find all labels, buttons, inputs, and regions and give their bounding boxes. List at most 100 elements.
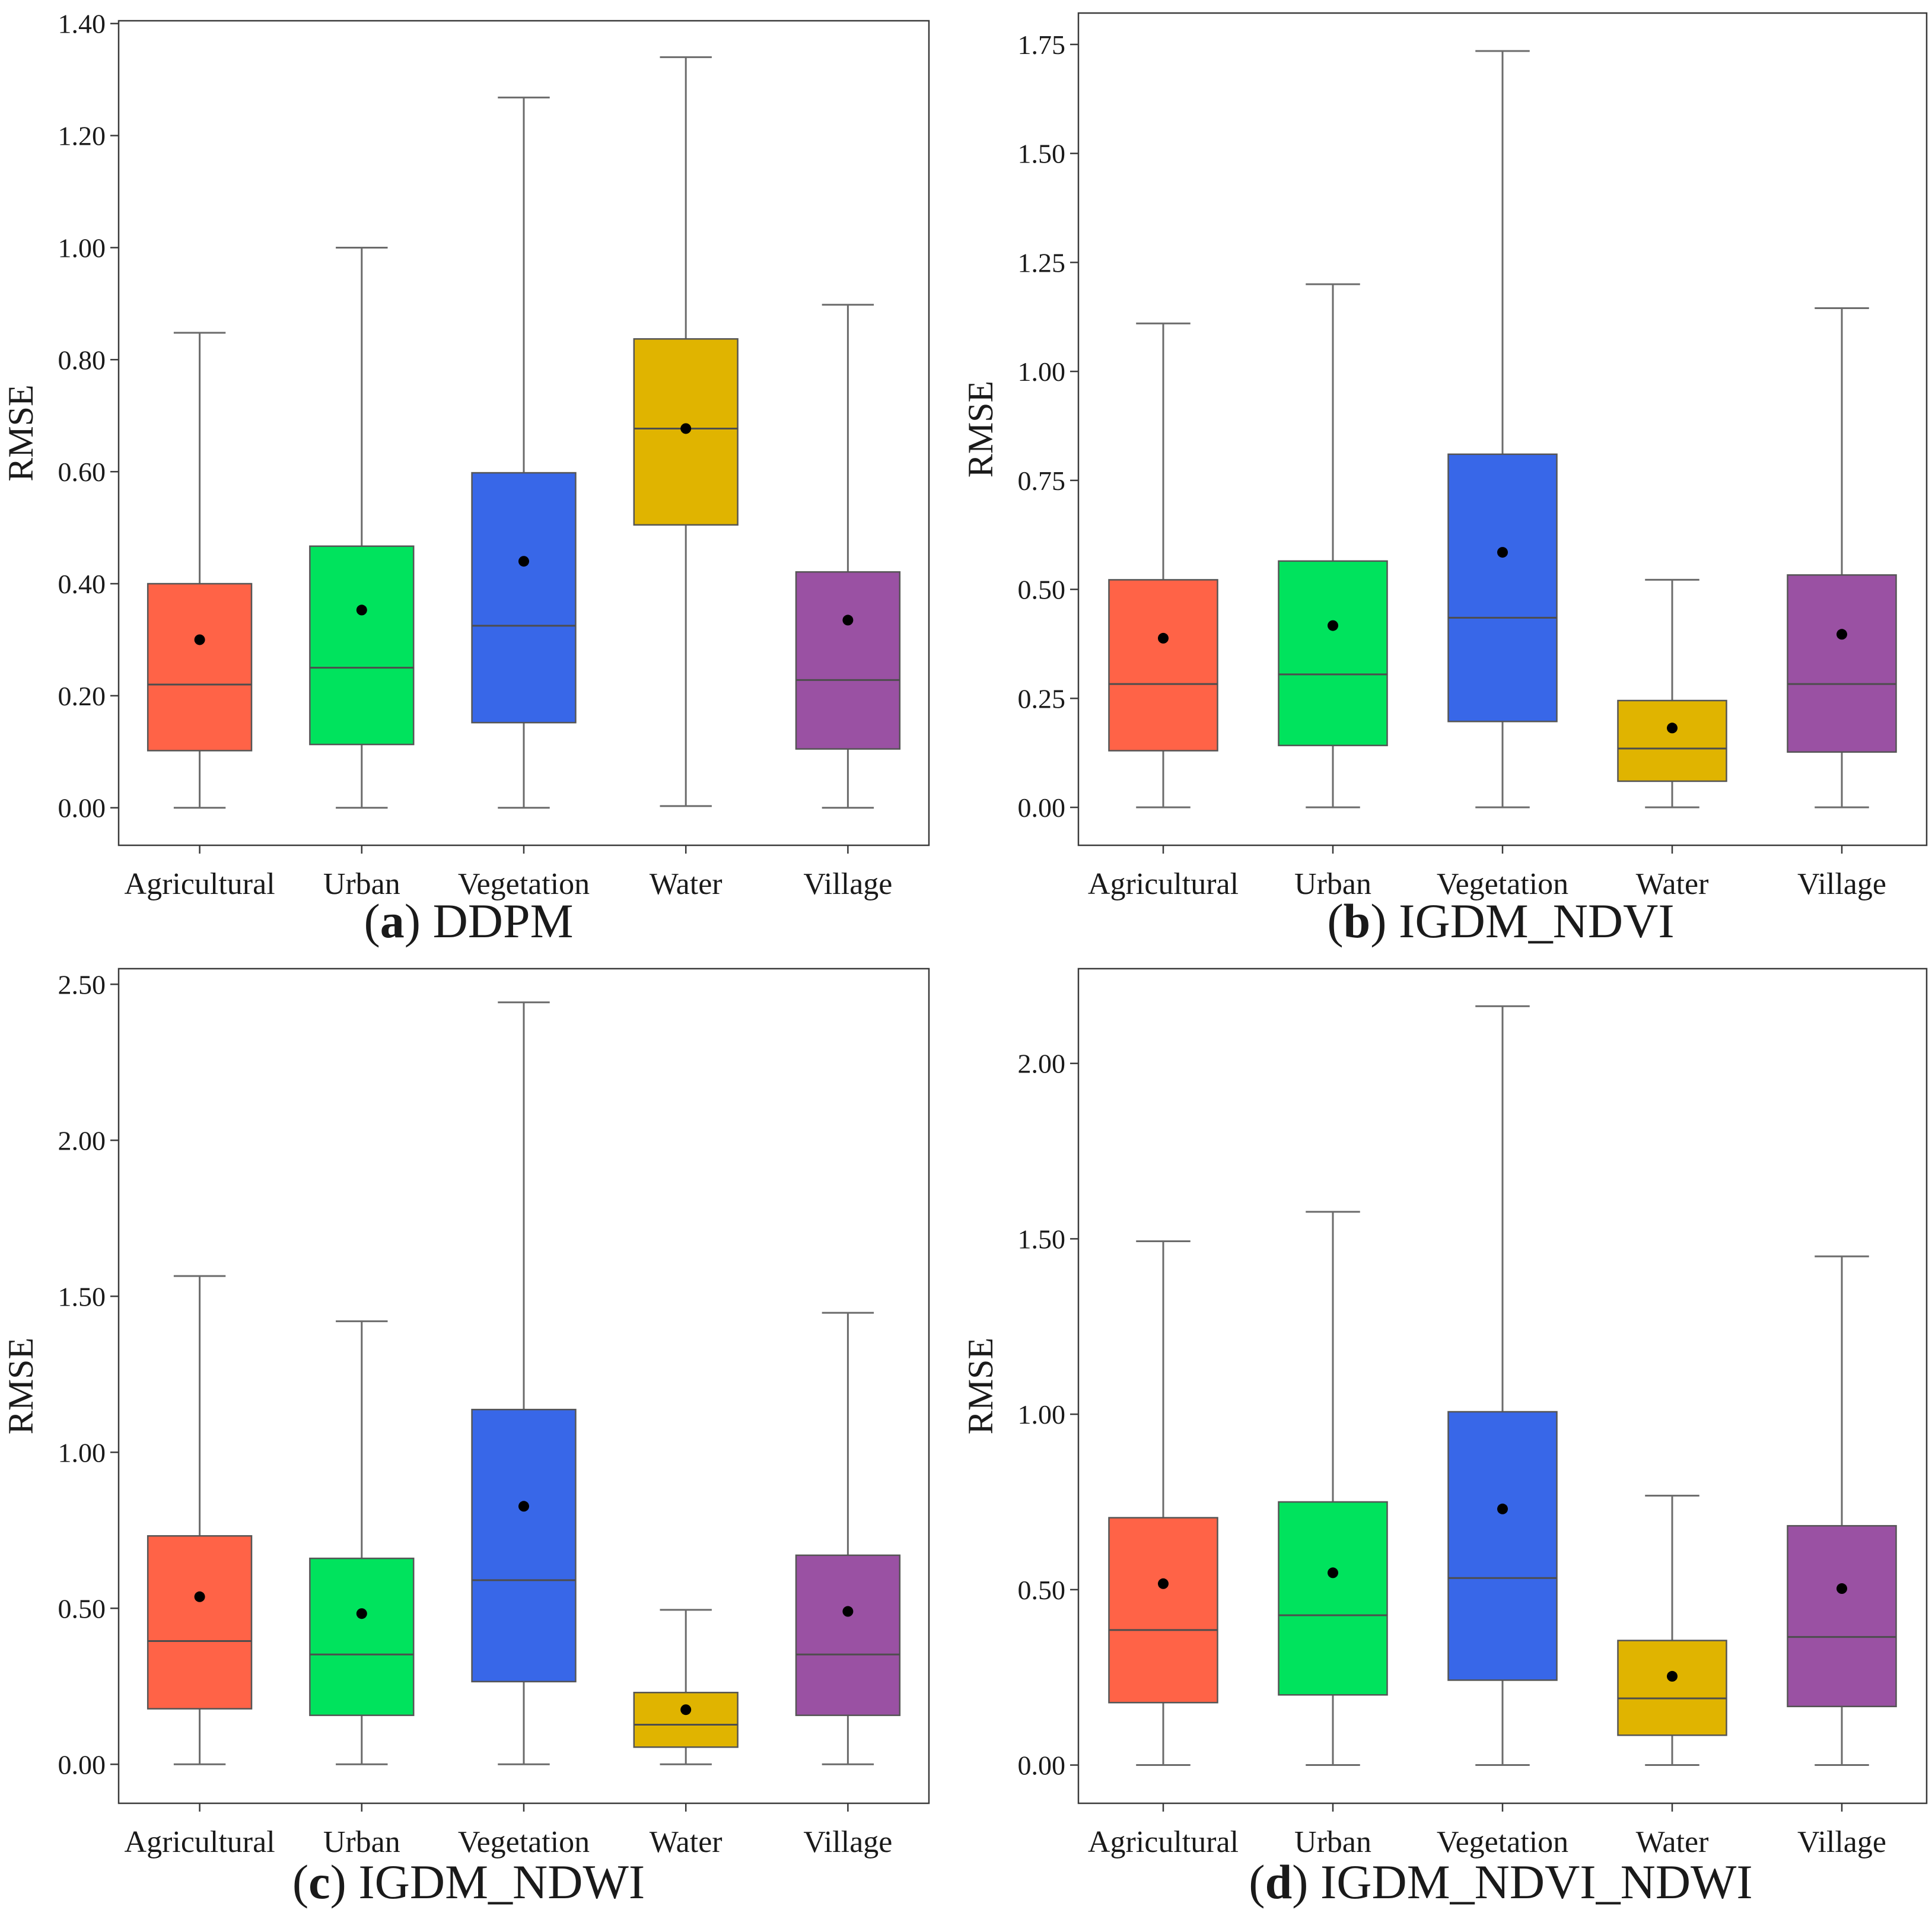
y-tick-label: 2.00 [58, 1125, 106, 1156]
caption-letter: c [308, 1855, 330, 1909]
y-tick-label: 0.80 [58, 345, 106, 375]
caption-paren-open: ( [1327, 894, 1343, 948]
y-tick-label: 0.50 [58, 1593, 106, 1624]
iqr-box [1617, 699, 1727, 782]
x-tick-label: Water [1636, 867, 1709, 901]
box-water [633, 56, 739, 807]
iqr-box [1787, 574, 1897, 753]
x-tick-label: Water [1636, 1825, 1709, 1859]
x-tick-label: Vegetation [458, 867, 590, 901]
x-tick-label: Urban [1294, 1825, 1371, 1859]
y-tick-label: 1.50 [1018, 1224, 1066, 1254]
x-tick-label: Vegetation [1437, 1825, 1568, 1859]
iqr-box [1787, 1524, 1897, 1708]
iqr-box [1447, 1411, 1558, 1681]
box-agricultural [147, 332, 253, 809]
iqr-box [1617, 1640, 1727, 1736]
mean-marker [1836, 629, 1847, 640]
caption-paren-close: ) [1292, 1855, 1320, 1909]
box-water [1617, 1494, 1727, 1767]
box-village [1787, 307, 1897, 809]
mean-marker [1158, 632, 1169, 644]
y-tick-label: 0.20 [58, 681, 106, 711]
y-axis-label: RMSE [1, 1338, 40, 1434]
y-tick-label: 1.25 [1018, 247, 1066, 278]
mean-marker [680, 423, 692, 434]
y-tick-label: 2.00 [1018, 1049, 1066, 1079]
iqr-box [633, 1692, 739, 1748]
y-tick-label: 0.00 [1018, 793, 1066, 823]
x-tick-label: Urban [323, 867, 400, 901]
x-tick-label: Water [650, 867, 722, 901]
iqr-box [1278, 560, 1388, 746]
mean-marker [1667, 1670, 1678, 1682]
caption-letter: d [1265, 1855, 1293, 1909]
y-tick-label: 1.00 [1018, 1399, 1066, 1430]
x-tick-label: Agricultural [1088, 867, 1239, 901]
y-axis-label: RMSE [1, 384, 40, 481]
y-tick-label: 1.75 [1018, 30, 1066, 60]
mean-marker [842, 1606, 854, 1617]
x-tick-label: Urban [1294, 867, 1371, 901]
mean-marker [356, 604, 367, 616]
y-axis-label: RMSE [961, 381, 1000, 478]
mean-marker [518, 556, 529, 567]
iqr-box [147, 583, 253, 752]
mean-marker [194, 1591, 205, 1602]
mean-marker [680, 1704, 692, 1716]
y-tick-label: 0.00 [1018, 1751, 1066, 1781]
x-tick-label: Vegetation [458, 1825, 590, 1859]
x-tick-label: Village [803, 867, 892, 901]
box-urban [309, 1320, 415, 1765]
caption-paren-open: ( [292, 1855, 308, 1909]
y-tick-label: 0.50 [1018, 1575, 1066, 1605]
box-urban [1278, 1211, 1388, 1767]
y-tick-label: 1.50 [58, 1281, 106, 1312]
y-tick-label: 1.00 [58, 1437, 106, 1468]
box-water [1617, 578, 1727, 809]
mean-marker [1158, 1578, 1169, 1589]
y-tick-label: 0.25 [1018, 683, 1066, 714]
iqr-box [309, 545, 415, 746]
mean-marker [1328, 1567, 1338, 1578]
iqr-box [471, 1408, 577, 1683]
y-tick-label: 0.00 [58, 1749, 106, 1780]
iqr-box [1108, 579, 1218, 752]
box-village [795, 304, 901, 809]
box-vegetation [1447, 1005, 1558, 1767]
iqr-box [1108, 1517, 1218, 1704]
caption-title: DDPM [433, 894, 574, 948]
caption-letter: b [1344, 894, 1371, 948]
mean-marker [842, 615, 854, 626]
mean-marker [1328, 620, 1338, 631]
box-vegetation [1447, 50, 1558, 809]
y-tick-label: 0.50 [1018, 575, 1066, 605]
y-tick-label: 1.00 [1018, 357, 1066, 387]
x-tick-label: Agricultural [1088, 1825, 1239, 1859]
x-tick-label: Urban [323, 1825, 400, 1859]
caption-paren-open: ( [364, 894, 380, 948]
mean-marker [1497, 547, 1508, 558]
iqr-box [795, 1554, 901, 1716]
x-tick-label: Village [1797, 867, 1886, 901]
x-tick-label: Agricultural [125, 1825, 275, 1859]
box-village [1787, 1255, 1897, 1767]
caption-title: IGDM_NDVI [1399, 894, 1675, 948]
panel-caption: (c) IGDM_NDWI [292, 1855, 645, 1909]
caption-paren-close: ) [1370, 894, 1399, 948]
y-tick-label: 1.20 [58, 121, 106, 151]
mean-marker [1667, 723, 1678, 734]
iqr-box [471, 472, 577, 724]
panel-caption: (d) IGDM_NDVI_NDWI [1249, 1855, 1753, 1909]
iqr-box [147, 1535, 253, 1710]
caption-paren-close: ) [330, 1855, 359, 1909]
box-water [633, 1609, 739, 1765]
box-agricultural [1108, 1240, 1218, 1767]
box-urban [309, 246, 415, 809]
panel-caption: (b) IGDM_NDVI [1327, 894, 1674, 948]
panel-caption: (a) DDPM [364, 894, 573, 948]
panel-b: 0.00 0.25 0.50 0.75 1.00 1.25 1.50 1.75 RMSE Agri… [961, 12, 1928, 948]
iqr-box [1447, 453, 1558, 723]
y-tick-label: 2.50 [58, 969, 106, 1000]
